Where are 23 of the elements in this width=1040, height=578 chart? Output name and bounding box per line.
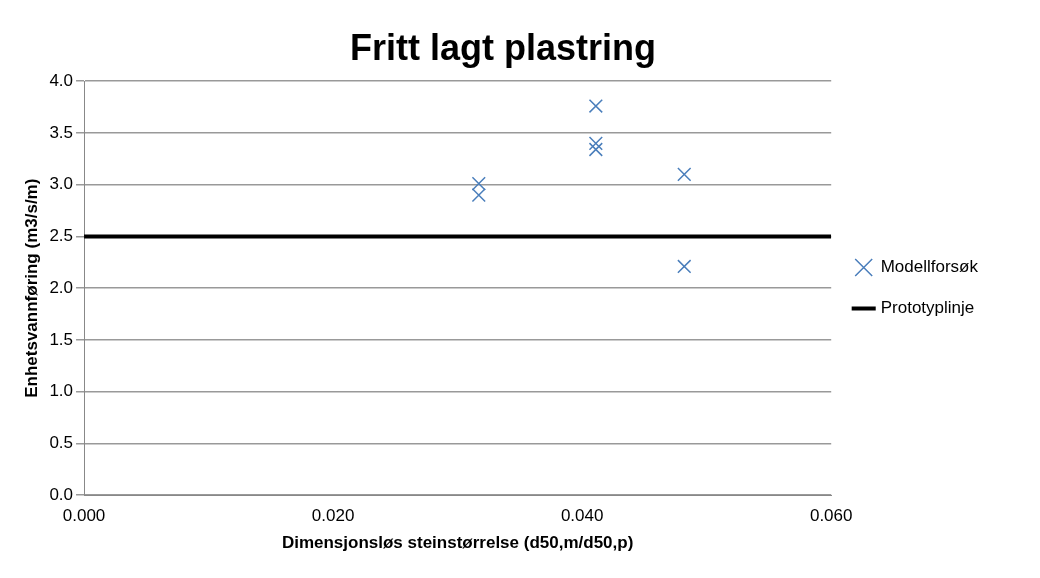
y-tick-label: 1.0 xyxy=(49,381,74,401)
x-axis-title: Dimensjonsløs steinstørrelse (d50,m/d50,p) xyxy=(281,533,634,553)
x-tick-label: 0.040 xyxy=(560,506,604,526)
y-tick-label: 1.5 xyxy=(49,329,74,349)
y-tick-label: 2.0 xyxy=(49,277,74,297)
x-tick-label: 0.020 xyxy=(311,506,355,526)
x-tick-label: 0.060 xyxy=(809,506,853,526)
legend-label: Prototyplinje xyxy=(880,298,975,318)
point xyxy=(588,136,603,151)
y-tick-label: 0.5 xyxy=(49,433,74,453)
y-tick-label: 4.0 xyxy=(49,70,74,90)
point xyxy=(677,167,692,182)
point xyxy=(588,142,603,157)
point xyxy=(677,259,692,274)
y-axis-title: Enhetsvannføring (m3/s/m) xyxy=(21,178,41,398)
y-tick-label: 0.0 xyxy=(49,484,74,504)
legend-label: Modellforsøk xyxy=(880,257,979,277)
y-tick-label: 2.5 xyxy=(49,226,74,246)
y-tick-label: 3.5 xyxy=(49,122,74,142)
chart-title: Fritt lagt plastring xyxy=(350,26,656,68)
x-tick-label: 0.000 xyxy=(62,506,106,526)
point xyxy=(588,98,603,114)
y-tick-label: 3.0 xyxy=(49,174,74,194)
